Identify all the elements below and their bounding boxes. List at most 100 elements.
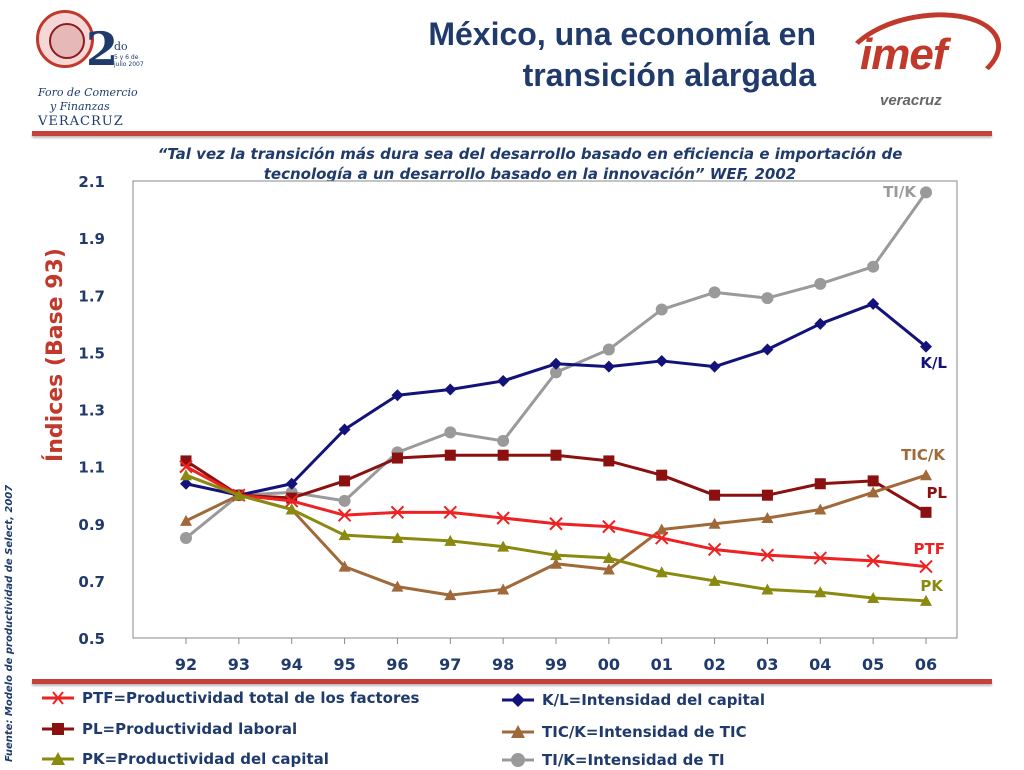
- series-label: PL: [926, 484, 947, 502]
- data-point-ptf: [337, 508, 352, 522]
- data-point-ptf: [655, 531, 669, 545]
- y-tick-label: 1.3: [78, 402, 105, 420]
- tick-marker-icon: [502, 725, 534, 738]
- pl-marker-icon: [42, 723, 74, 735]
- y-axis-label: Índices (Base 93): [42, 248, 68, 462]
- page-title: México, una economía en transición alarg…: [296, 14, 816, 96]
- data-point-pl: [814, 478, 826, 490]
- data-point-kl: [867, 297, 880, 310]
- data-point-pk: [550, 549, 562, 561]
- x-tick-label: 97: [439, 655, 461, 674]
- x-tick-label: 99: [545, 655, 567, 674]
- series-label: PK: [920, 577, 944, 595]
- x-tick-label: 03: [756, 655, 778, 674]
- x-tick-label: 98: [492, 655, 514, 674]
- data-point-pk: [761, 583, 774, 595]
- data-point-tik: [338, 494, 351, 507]
- ptf-marker-icon: [42, 691, 74, 705]
- data-point-kl: [338, 423, 351, 436]
- data-point-pk: [497, 540, 510, 552]
- data-point-tik: [814, 277, 827, 290]
- data-point-tick: [180, 514, 192, 526]
- data-point-tik: [550, 366, 562, 379]
- x-tick-label: 00: [598, 655, 620, 674]
- x-tick-label: 02: [703, 655, 725, 674]
- data-point-tik: [180, 532, 192, 545]
- data-point-ptf: [866, 554, 880, 568]
- x-tick-label: 04: [809, 655, 831, 674]
- series-label: TI/K: [883, 183, 917, 201]
- data-point-pl: [920, 506, 932, 518]
- data-point-ptf: [813, 551, 827, 565]
- forum-edition-number: 2: [86, 22, 119, 76]
- data-point-tick: [338, 560, 351, 572]
- y-tick-label: 1.1: [78, 459, 105, 477]
- imef-chapter: veracruz: [880, 92, 942, 109]
- data-point-tik: [761, 292, 774, 305]
- data-point-pk: [285, 503, 298, 515]
- data-point-tick: [602, 563, 615, 575]
- data-point-tick: [444, 589, 457, 601]
- imef-wordmark: imef: [860, 30, 947, 79]
- data-point-ptf: [285, 494, 299, 508]
- forum-edition-suffix: do: [114, 40, 128, 53]
- x-tick-label: 93: [228, 655, 250, 674]
- data-point-tick: [867, 486, 880, 498]
- tik-marker-icon: [502, 753, 534, 767]
- data-point-pl: [761, 489, 773, 501]
- forum-name-line2: y Finanzas: [50, 100, 110, 113]
- data-point-pl: [709, 489, 721, 501]
- x-tick-label: 94: [281, 655, 303, 674]
- data-point-pk: [708, 574, 721, 586]
- y-tick-label: 1.7: [78, 287, 105, 305]
- data-point-tick: [708, 517, 721, 529]
- data-point-pk: [180, 469, 192, 481]
- data-point-ptf: [919, 559, 933, 574]
- x-tick-label: 95: [333, 655, 355, 674]
- legend-label: PK=Productividad del capital: [82, 750, 329, 768]
- data-point-tik: [920, 186, 932, 199]
- legend-label: TIC/K=Intensidad de TIC: [542, 723, 747, 741]
- data-point-kl: [602, 360, 615, 373]
- data-point-ptf: [760, 548, 775, 562]
- data-point-pk: [655, 566, 668, 578]
- quote-line-1: “Tal vez la transición más dura sea del …: [157, 145, 903, 163]
- data-point-kl: [761, 343, 774, 356]
- data-point-pl: [286, 492, 298, 504]
- legend-label: TI/K=Intensidad de TI: [542, 751, 725, 769]
- data-point-kl: [655, 354, 668, 367]
- series-label: PTF: [914, 540, 945, 558]
- y-tick-label: 0.9: [78, 516, 105, 534]
- data-point-tik: [655, 303, 668, 316]
- imef-logo: imef veracruz: [835, 0, 1009, 120]
- kl-marker-icon: [502, 693, 534, 707]
- data-point-pl: [339, 475, 351, 487]
- data-point-pl: [180, 455, 192, 467]
- forum-location: VERACRUZ: [38, 114, 124, 129]
- data-point-ptf: [390, 505, 405, 520]
- y-tick-label: 0.5: [78, 630, 105, 648]
- header-divider: [32, 131, 992, 136]
- data-point-kl: [550, 357, 562, 370]
- y-tick-label: 1.9: [78, 230, 105, 248]
- data-point-tik: [867, 260, 880, 273]
- forum-date: 5 y 6 de julio 2007: [114, 54, 144, 69]
- y-tick-label: 1.5: [78, 344, 105, 362]
- x-tick-label: 92: [175, 655, 197, 674]
- data-point-kl: [391, 389, 404, 402]
- data-point-tick: [920, 469, 932, 481]
- legend-label: PTF=Productividad total de los factores: [82, 689, 420, 707]
- data-point-ptf: [549, 517, 563, 531]
- data-point-pk: [391, 532, 404, 544]
- pk-marker-icon: [42, 752, 74, 765]
- y-tick-label: 2.1: [78, 173, 105, 191]
- legend-label: K/L=Intensidad del capital: [542, 691, 766, 709]
- legend-label: PL=Productividad laboral: [82, 720, 298, 738]
- title-line-2: transición alargada: [522, 57, 816, 93]
- data-point-ptf: [443, 505, 457, 520]
- data-point-tick: [655, 523, 668, 535]
- data-point-kl: [497, 374, 510, 387]
- data-point-pl: [656, 469, 668, 481]
- data-point-tik: [602, 343, 615, 356]
- series-label: TIC/K: [901, 446, 946, 464]
